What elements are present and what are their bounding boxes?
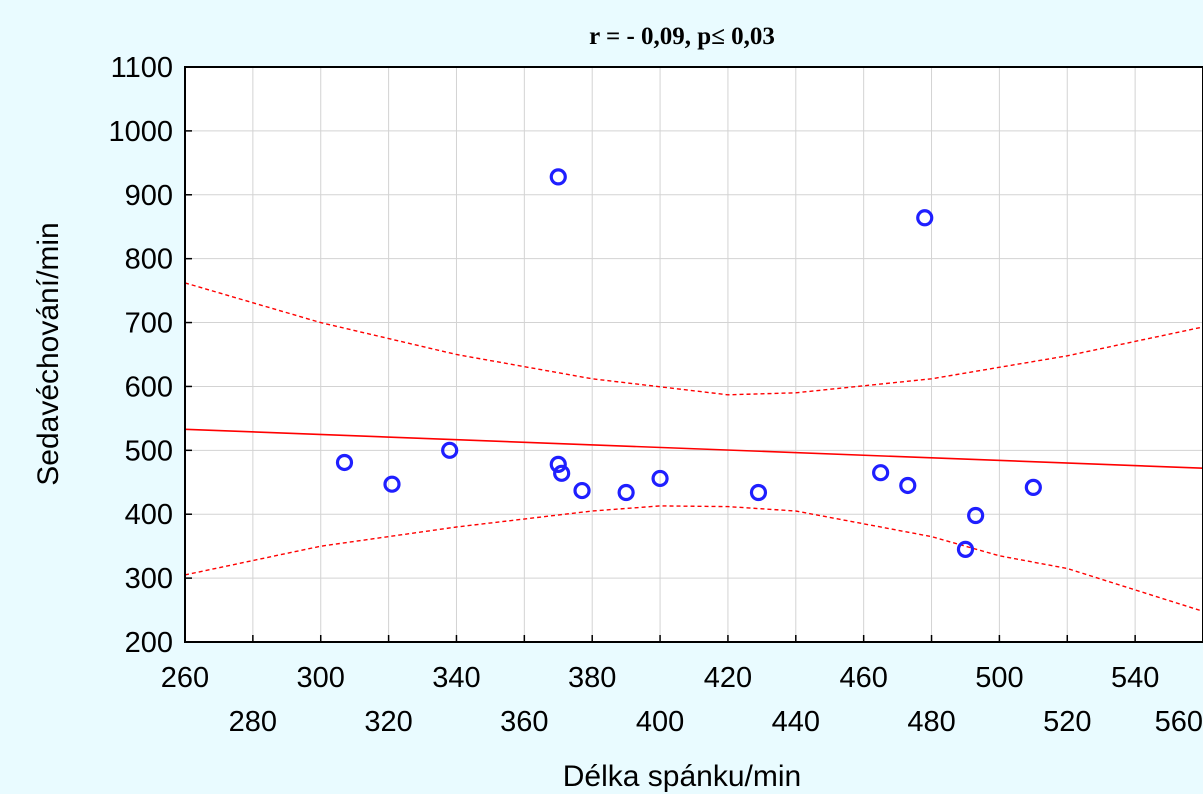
y-tick-label: 400 bbox=[125, 499, 173, 531]
y-tick-label: 1100 bbox=[111, 52, 173, 84]
y-tick-label: 600 bbox=[125, 371, 173, 403]
data-point bbox=[335, 453, 354, 472]
x-tick-label: 260 bbox=[161, 662, 209, 694]
confidence-bands bbox=[184, 282, 1203, 612]
data-point bbox=[441, 441, 459, 459]
x-tick-label: 280 bbox=[229, 706, 277, 738]
regression-line bbox=[184, 428, 1203, 469]
y-axis-ticks: 200 300 400 500 600 700 800 900 1000 1100 bbox=[108, 52, 192, 659]
y-tick-label: 1000 bbox=[108, 116, 173, 148]
x-tick-label: 340 bbox=[432, 662, 480, 694]
x-tick-label: 540 bbox=[1111, 662, 1159, 694]
chart-title: r = - 0,09, p≤ 0,03 bbox=[589, 23, 775, 50]
y-tick-label: 500 bbox=[125, 435, 173, 467]
grid-lines bbox=[184, 66, 1203, 643]
plot-area bbox=[185, 67, 1203, 642]
x-tick-label: 440 bbox=[772, 706, 820, 738]
data-point bbox=[383, 475, 401, 493]
x-tick-label: 360 bbox=[500, 706, 548, 738]
x-tick-label: 560 bbox=[1155, 706, 1203, 738]
x-tick-label: 400 bbox=[636, 706, 684, 738]
data-point bbox=[617, 483, 635, 502]
y-tick-label: 800 bbox=[125, 244, 173, 276]
data-points bbox=[335, 168, 1042, 558]
data-point bbox=[956, 540, 975, 558]
data-point bbox=[916, 209, 934, 227]
x-tick-label: 520 bbox=[1043, 706, 1091, 738]
data-point bbox=[967, 506, 985, 525]
data-point bbox=[553, 464, 571, 482]
y-axis-label: Sedavéchování/min bbox=[32, 222, 65, 486]
data-point bbox=[872, 464, 890, 482]
confidence-band-lower bbox=[184, 505, 1203, 612]
x-tick-label: 500 bbox=[975, 662, 1023, 694]
x-axis-label: Délka spánku/min bbox=[563, 760, 801, 793]
data-point bbox=[749, 483, 768, 502]
y-tick-label: 300 bbox=[125, 563, 173, 595]
x-axis-ticks: 260 280 300 320 340 360 380 400 420 440 460 480 500 5… bbox=[161, 635, 1203, 738]
y-tick-label: 200 bbox=[125, 627, 173, 659]
data-point bbox=[899, 476, 917, 495]
y-tick-label: 900 bbox=[125, 180, 173, 212]
x-tick-label: 300 bbox=[297, 662, 345, 694]
x-tick-label: 380 bbox=[568, 662, 616, 694]
data-point bbox=[651, 469, 669, 488]
y-tick-label: 700 bbox=[125, 308, 173, 340]
plot-frame bbox=[184, 66, 1203, 643]
regression-line-group bbox=[184, 428, 1203, 469]
data-point bbox=[549, 168, 567, 186]
confidence-band-upper bbox=[184, 282, 1203, 396]
x-tick-label: 460 bbox=[839, 662, 887, 694]
data-point bbox=[549, 455, 567, 473]
data-point bbox=[573, 481, 591, 500]
data-point bbox=[1024, 478, 1042, 496]
x-tick-label: 320 bbox=[364, 706, 412, 738]
x-tick-label: 420 bbox=[704, 662, 752, 694]
x-tick-label: 480 bbox=[907, 706, 955, 738]
